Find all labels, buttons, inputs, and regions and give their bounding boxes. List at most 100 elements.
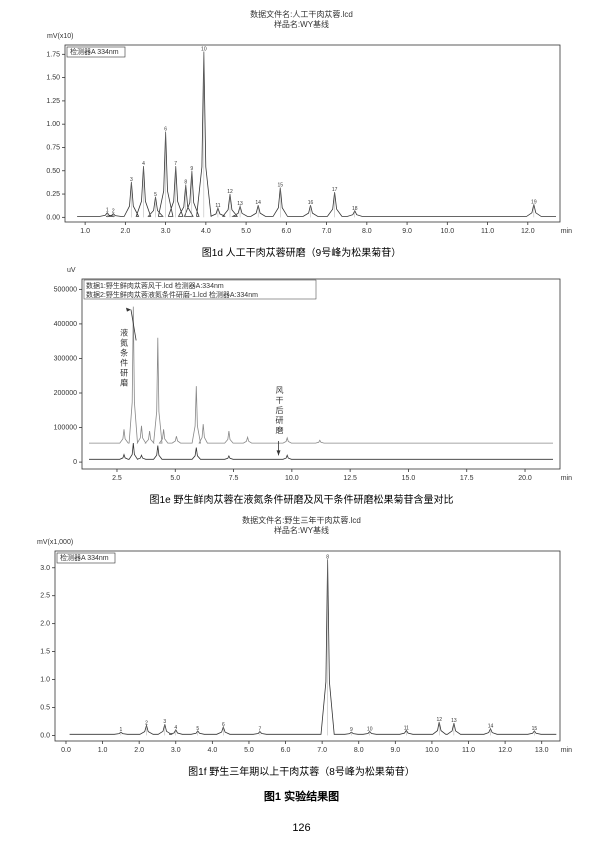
chart-f-header: 数据文件名:野生三年干肉苁蓉.lcd 样品名:WY基线 xyxy=(20,516,583,537)
svg-text:0.5: 0.5 xyxy=(40,704,50,711)
svg-text:5.0: 5.0 xyxy=(170,475,180,482)
svg-text:19: 19 xyxy=(531,199,537,205)
svg-text:1: 1 xyxy=(106,207,109,213)
svg-text:10.0: 10.0 xyxy=(285,475,299,482)
svg-text:7.0: 7.0 xyxy=(322,228,332,235)
svg-text:0.50: 0.50 xyxy=(46,168,60,175)
svg-text:检测器A 334nm: 检测器A 334nm xyxy=(60,553,109,562)
svg-text:1.00: 1.00 xyxy=(46,121,60,128)
chart-e-container: uV 数据1:野生鲜肉苁蓉风干.lcd 检测器A:334nm数据2:野生鲜肉苁蓉… xyxy=(20,269,583,487)
svg-text:min: min xyxy=(561,475,572,482)
svg-text:7.5: 7.5 xyxy=(229,475,239,482)
chart-f-caption: 图1f 野生三年期以上干肉苁蓉（8号峰为松果菊苷） xyxy=(20,763,583,778)
chart-d-header: 数据文件名:人工干肉苁蓉.lcd 样品名:WY基线 xyxy=(20,10,583,31)
chart-e-y-unit: uV xyxy=(67,267,76,274)
svg-text:10: 10 xyxy=(201,46,207,52)
svg-text:13: 13 xyxy=(451,718,457,724)
svg-text:7.0: 7.0 xyxy=(317,747,327,754)
svg-text:17: 17 xyxy=(332,187,338,193)
svg-text:数据1:野生鲜肉苁蓉风干.lcd 检测器A:334nm: 数据1:野生鲜肉苁蓉风干.lcd 检测器A:334nm xyxy=(86,281,224,290)
svg-text:18: 18 xyxy=(352,206,358,212)
svg-text:9: 9 xyxy=(350,727,353,733)
svg-text:2: 2 xyxy=(112,208,115,214)
svg-text:1.50: 1.50 xyxy=(46,74,60,81)
svg-text:数据2:野生鲜肉苁蓉液氮条件研磨-1.lcd 检测器A:33: 数据2:野生鲜肉苁蓉液氮条件研磨-1.lcd 检测器A:334nm xyxy=(86,290,258,299)
svg-text:5.0: 5.0 xyxy=(241,228,251,235)
svg-text:17.5: 17.5 xyxy=(460,475,474,482)
svg-text:8: 8 xyxy=(326,554,329,560)
svg-text:14: 14 xyxy=(255,200,261,206)
svg-text:2.5: 2.5 xyxy=(112,475,122,482)
svg-text:9.0: 9.0 xyxy=(402,228,412,235)
svg-text:20.0: 20.0 xyxy=(518,475,532,482)
svg-text:3: 3 xyxy=(130,177,133,183)
svg-text:min: min xyxy=(561,747,572,754)
svg-text:15: 15 xyxy=(532,726,538,732)
svg-text:2.0: 2.0 xyxy=(120,228,130,235)
svg-text:6.0: 6.0 xyxy=(281,747,291,754)
chart-e-caption: 图1e 野生鲜肉苁蓉在液氮条件研磨及风干条件研磨松果菊苷含量对比 xyxy=(20,491,583,506)
svg-text:0: 0 xyxy=(73,459,77,466)
svg-text:10.0: 10.0 xyxy=(425,747,439,754)
svg-text:13: 13 xyxy=(237,201,243,207)
svg-text:11.0: 11.0 xyxy=(481,228,494,235)
svg-text:16: 16 xyxy=(308,200,314,206)
svg-text:1.25: 1.25 xyxy=(46,98,60,105)
svg-text:14: 14 xyxy=(488,723,494,729)
svg-text:4: 4 xyxy=(174,724,177,730)
svg-text:9: 9 xyxy=(190,166,193,172)
svg-text:检测器A 334nm: 检测器A 334nm xyxy=(70,47,119,56)
main-caption: 图1 实验结果图 xyxy=(20,788,583,804)
svg-text:1.0: 1.0 xyxy=(80,228,90,235)
chart-e-svg: 数据1:野生鲜肉苁蓉风干.lcd 检测器A:334nm数据2:野生鲜肉苁蓉液氮条… xyxy=(20,269,580,487)
svg-text:8.0: 8.0 xyxy=(362,228,372,235)
svg-text:0.0: 0.0 xyxy=(61,747,71,754)
svg-text:2: 2 xyxy=(145,720,148,726)
svg-text:15: 15 xyxy=(278,182,284,188)
svg-text:3.0: 3.0 xyxy=(161,228,171,235)
svg-text:3.0: 3.0 xyxy=(171,747,181,754)
svg-text:11.0: 11.0 xyxy=(462,747,475,754)
chart-d-container: mV(x10) 检测器A 334nm 0.00 0.25 0.50 0.75 1.00 1.… xyxy=(20,35,583,240)
svg-text:3: 3 xyxy=(163,719,166,725)
svg-text:15.0: 15.0 xyxy=(402,475,416,482)
svg-text:7: 7 xyxy=(259,726,262,732)
chart-f-svg: 检测器A 334nm0.00.51.01.52.02.53.00.01.02.0… xyxy=(20,541,580,759)
svg-text:300000: 300000 xyxy=(54,355,77,362)
svg-text:5.0: 5.0 xyxy=(244,747,254,754)
chart-f-container: mV(x1,000) 检测器A 334nm0.00.51.01.52.02.53… xyxy=(20,541,583,759)
svg-text:12.0: 12.0 xyxy=(521,228,535,235)
chart-d-svg: 检测器A 334nm 0.00 0.25 0.50 0.75 1.00 1.25 1.50 1.… xyxy=(20,35,580,240)
svg-text:1.0: 1.0 xyxy=(98,747,108,754)
svg-text:400000: 400000 xyxy=(54,321,77,328)
svg-text:风干后研磨: 风干后研磨 xyxy=(276,386,284,435)
svg-text:11: 11 xyxy=(215,203,220,209)
svg-text:1.0: 1.0 xyxy=(40,676,50,683)
svg-text:0.25: 0.25 xyxy=(46,191,60,198)
svg-text:8: 8 xyxy=(184,180,187,186)
svg-text:13.0: 13.0 xyxy=(535,747,549,754)
svg-text:7: 7 xyxy=(174,161,177,167)
svg-text:10: 10 xyxy=(367,726,373,732)
svg-text:12.5: 12.5 xyxy=(343,475,357,482)
chart-d-y-unit: mV(x10) xyxy=(47,33,73,40)
chart-f-y-unit: mV(x1,000) xyxy=(37,539,73,546)
svg-text:液氮条件研磨: 液氮条件研磨 xyxy=(120,327,129,387)
svg-text:500000: 500000 xyxy=(54,286,77,293)
svg-text:0.75: 0.75 xyxy=(46,144,60,151)
svg-text:1: 1 xyxy=(119,727,122,733)
svg-text:6: 6 xyxy=(222,722,225,728)
svg-text:9.0: 9.0 xyxy=(390,747,400,754)
svg-text:0.0: 0.0 xyxy=(40,732,50,739)
svg-text:4.0: 4.0 xyxy=(201,228,211,235)
svg-text:5: 5 xyxy=(154,192,157,198)
svg-text:4.0: 4.0 xyxy=(207,747,217,754)
svg-text:10.0: 10.0 xyxy=(441,228,455,235)
svg-text:0.00: 0.00 xyxy=(46,214,60,221)
svg-text:4: 4 xyxy=(142,161,145,167)
svg-text:2.0: 2.0 xyxy=(134,747,144,754)
svg-text:2.5: 2.5 xyxy=(40,592,50,599)
svg-text:min: min xyxy=(561,228,572,235)
svg-text:12: 12 xyxy=(436,717,442,723)
svg-text:8.0: 8.0 xyxy=(354,747,364,754)
